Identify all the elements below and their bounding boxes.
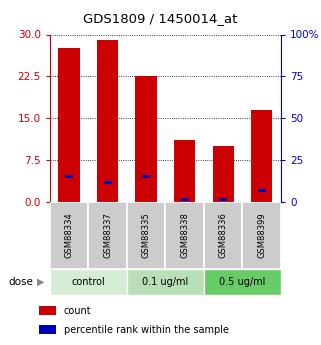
Bar — [50, 269, 127, 295]
Text: GSM88335: GSM88335 — [142, 213, 151, 258]
Bar — [204, 202, 242, 269]
Text: count: count — [64, 306, 91, 316]
Text: GSM88337: GSM88337 — [103, 213, 112, 258]
Bar — [39, 325, 56, 334]
Text: control: control — [71, 277, 105, 287]
Text: GSM88336: GSM88336 — [219, 213, 228, 258]
Bar — [97, 40, 118, 202]
Bar — [204, 269, 281, 295]
Bar — [174, 140, 195, 202]
Bar — [213, 146, 234, 202]
Text: GDS1809 / 1450014_at: GDS1809 / 1450014_at — [83, 12, 238, 25]
Bar — [103, 181, 112, 184]
Text: GSM88399: GSM88399 — [257, 213, 266, 258]
Bar — [251, 110, 272, 202]
Text: 0.5 ug/ml: 0.5 ug/ml — [219, 277, 265, 287]
Bar — [242, 202, 281, 269]
Text: GSM88338: GSM88338 — [180, 213, 189, 258]
Text: dose: dose — [8, 277, 33, 287]
Bar — [127, 202, 165, 269]
Bar — [50, 202, 88, 269]
Bar — [65, 175, 73, 178]
Text: percentile rank within the sample: percentile rank within the sample — [64, 325, 229, 335]
Text: ▶: ▶ — [37, 277, 44, 287]
Bar — [142, 175, 150, 178]
Bar — [257, 189, 266, 192]
Bar — [127, 269, 204, 295]
Bar — [58, 48, 80, 202]
Bar — [165, 202, 204, 269]
Bar — [180, 197, 189, 200]
Text: 0.1 ug/ml: 0.1 ug/ml — [142, 277, 188, 287]
Bar — [88, 202, 127, 269]
Bar — [39, 306, 56, 315]
Bar — [135, 76, 157, 202]
Text: GSM88334: GSM88334 — [65, 213, 74, 258]
Bar — [219, 197, 227, 200]
